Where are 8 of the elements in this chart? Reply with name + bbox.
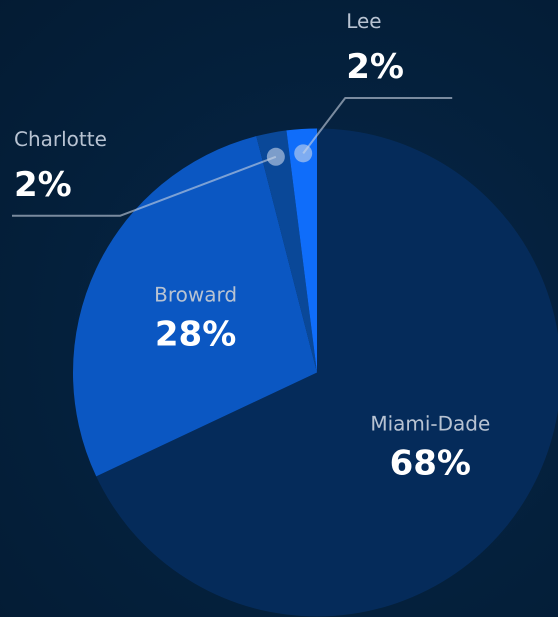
slice-label: Broward <box>154 282 238 306</box>
data-label: 28% <box>154 314 236 354</box>
slice-label: Lee <box>346 9 382 33</box>
slice-label: Miami-Dade <box>370 411 490 436</box>
data-label: 2% <box>14 164 72 205</box>
data-label: 2% <box>346 47 404 87</box>
slice-label: Charlotte <box>14 126 107 151</box>
data-label: 68% <box>390 443 472 484</box>
